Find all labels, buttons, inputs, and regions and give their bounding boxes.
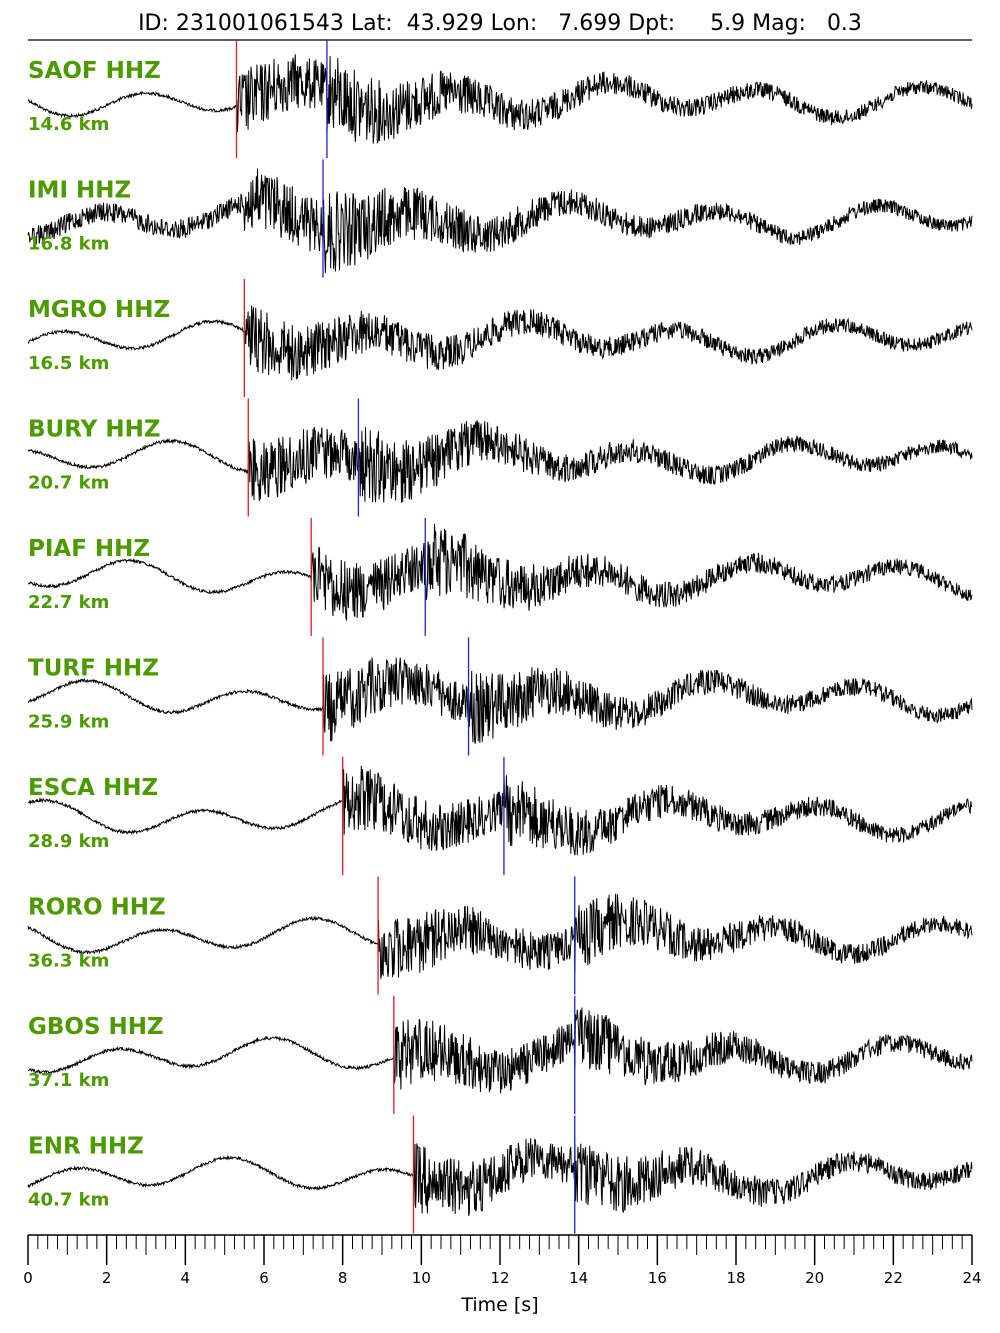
x-tick-label: 10 — [412, 1269, 431, 1287]
distance-label-esca: 28.9 km — [28, 831, 109, 852]
trace-bury: BURY HHZ 20.7 km — [27, 398, 973, 517]
x-tick-label: 16 — [648, 1269, 667, 1287]
distance-label-turf: 25.9 km — [28, 712, 109, 733]
trace-turf: TURF HHZ 25.9 km — [28, 637, 973, 756]
waveform-bury — [27, 420, 973, 503]
station-label-gbos: GBOS HHZ — [28, 1014, 164, 1040]
x-axis-label: Time [s] — [460, 1294, 538, 1316]
trace-piaf: PIAF HHZ 22.7 km — [27, 518, 973, 636]
waveform-mgro — [27, 305, 973, 381]
trace-saof: SAOF HHZ 14.6 km — [27, 40, 973, 158]
waveform-roro — [27, 893, 973, 979]
trace-enr: ENR HHZ 40.7 km — [27, 1115, 973, 1234]
station-label-turf: TURF HHZ — [28, 656, 159, 682]
waveform-imi — [27, 168, 973, 274]
station-label-enr: ENR HHZ — [28, 1134, 144, 1160]
x-tick-label: 18 — [726, 1269, 745, 1287]
waveform-turf — [28, 657, 973, 744]
x-tick-label: 4 — [181, 1269, 191, 1287]
x-tick-label: 22 — [884, 1269, 903, 1287]
trace-roro: RORO HHZ 36.3 km — [27, 876, 973, 995]
trace-esca: ESCA HHZ 28.9 km — [27, 757, 973, 875]
trace-gbos: GBOS HHZ 37.1 km — [27, 996, 973, 1114]
station-label-mgro: MGRO HHZ — [28, 297, 170, 323]
waveform-enr — [27, 1138, 973, 1216]
station-label-esca: ESCA HHZ — [28, 775, 158, 801]
distance-label-piaf: 22.7 km — [28, 592, 109, 613]
x-tick-label: 0 — [23, 1269, 33, 1287]
waveform-esca — [27, 765, 973, 856]
x-tick-label: 20 — [805, 1269, 824, 1287]
chart-title: ID: 231001061543 Lat: 43.929 Lon: 7.699 … — [138, 11, 862, 36]
x-axis: 0 2 4 6 8 10 12 14 16 18 20 22 24 — [23, 1234, 982, 1287]
trace-imi: IMI HHZ 16.8 km — [27, 159, 973, 278]
waveform-gbos — [27, 1007, 973, 1094]
station-label-bury: BURY HHZ — [28, 417, 161, 443]
distance-label-roro: 36.3 km — [28, 951, 109, 972]
traces-group: SAOF HHZ 14.6 km IMI HHZ 16.8 km MGRO HHZ 16.… — [27, 40, 973, 1234]
distance-label-bury: 20.7 km — [28, 473, 109, 494]
station-label-piaf: PIAF HHZ — [28, 536, 150, 562]
waveform-piaf — [27, 523, 973, 622]
distance-label-imi: 16.8 km — [28, 234, 109, 255]
x-tick-label: 2 — [102, 1269, 112, 1287]
x-tick-label: 12 — [490, 1269, 509, 1287]
x-tick-label: 14 — [569, 1269, 588, 1287]
distance-label-mgro: 16.5 km — [28, 353, 109, 374]
station-label-roro: RORO HHZ — [28, 895, 166, 921]
x-tick-label: 8 — [338, 1269, 348, 1287]
waveform-saof — [27, 54, 973, 144]
trace-mgro: MGRO HHZ 16.5 km — [27, 279, 973, 397]
x-tick-label: 6 — [259, 1269, 269, 1287]
distance-label-gbos: 37.1 km — [28, 1070, 109, 1091]
station-label-saof: SAOF HHZ — [28, 58, 161, 84]
x-tick-label: 24 — [962, 1269, 981, 1287]
station-label-imi: IMI HHZ — [28, 178, 131, 204]
distance-label-enr: 40.7 km — [28, 1190, 109, 1211]
distance-label-saof: 14.6 km — [28, 114, 109, 135]
